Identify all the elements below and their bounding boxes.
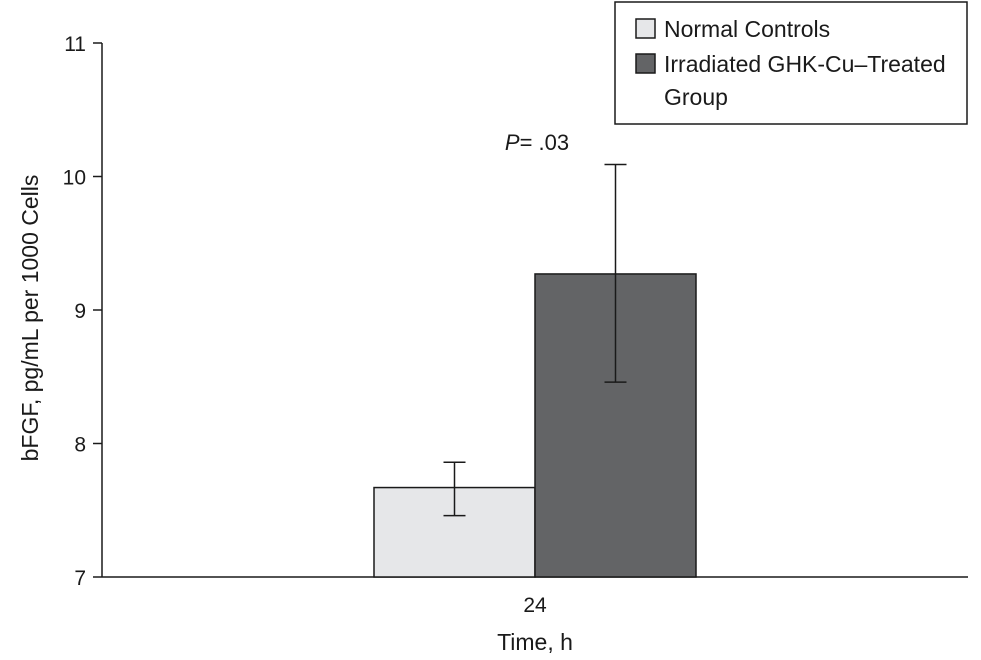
bars bbox=[373, 273, 697, 578]
y-tick-label: 11 bbox=[64, 33, 86, 56]
legend-label: Normal Controls bbox=[664, 16, 830, 42]
legend-swatch bbox=[635, 53, 656, 74]
y-tick-label: 9 bbox=[74, 300, 86, 323]
y-tick-label: 7 bbox=[74, 567, 86, 590]
y-ticks: 7 8 9 10 11 bbox=[63, 33, 102, 590]
legend-swatch bbox=[635, 18, 656, 39]
p-value-text: = .03 bbox=[520, 130, 570, 155]
x-tick-label: 24 bbox=[523, 594, 547, 617]
y-tick-label: 10 bbox=[63, 167, 86, 190]
legend: Normal Controls Irradiated GHK-Cu–Treated… bbox=[614, 1, 968, 125]
legend-label: Group bbox=[664, 84, 728, 110]
p-value-symbol: P bbox=[505, 130, 520, 155]
x-axis-title: Time, h bbox=[497, 629, 573, 655]
error-bars bbox=[443, 163, 627, 517]
legend-label: Irradiated GHK-Cu–Treated bbox=[664, 51, 946, 77]
y-axis-title: bFGF, pg/mL per 1000 Cells bbox=[17, 175, 43, 462]
y-tick-label: 8 bbox=[74, 434, 86, 457]
legend-box bbox=[614, 1, 968, 125]
x-ticks: 24 bbox=[523, 594, 547, 617]
p-value-annotation: P= .03 bbox=[505, 130, 569, 155]
